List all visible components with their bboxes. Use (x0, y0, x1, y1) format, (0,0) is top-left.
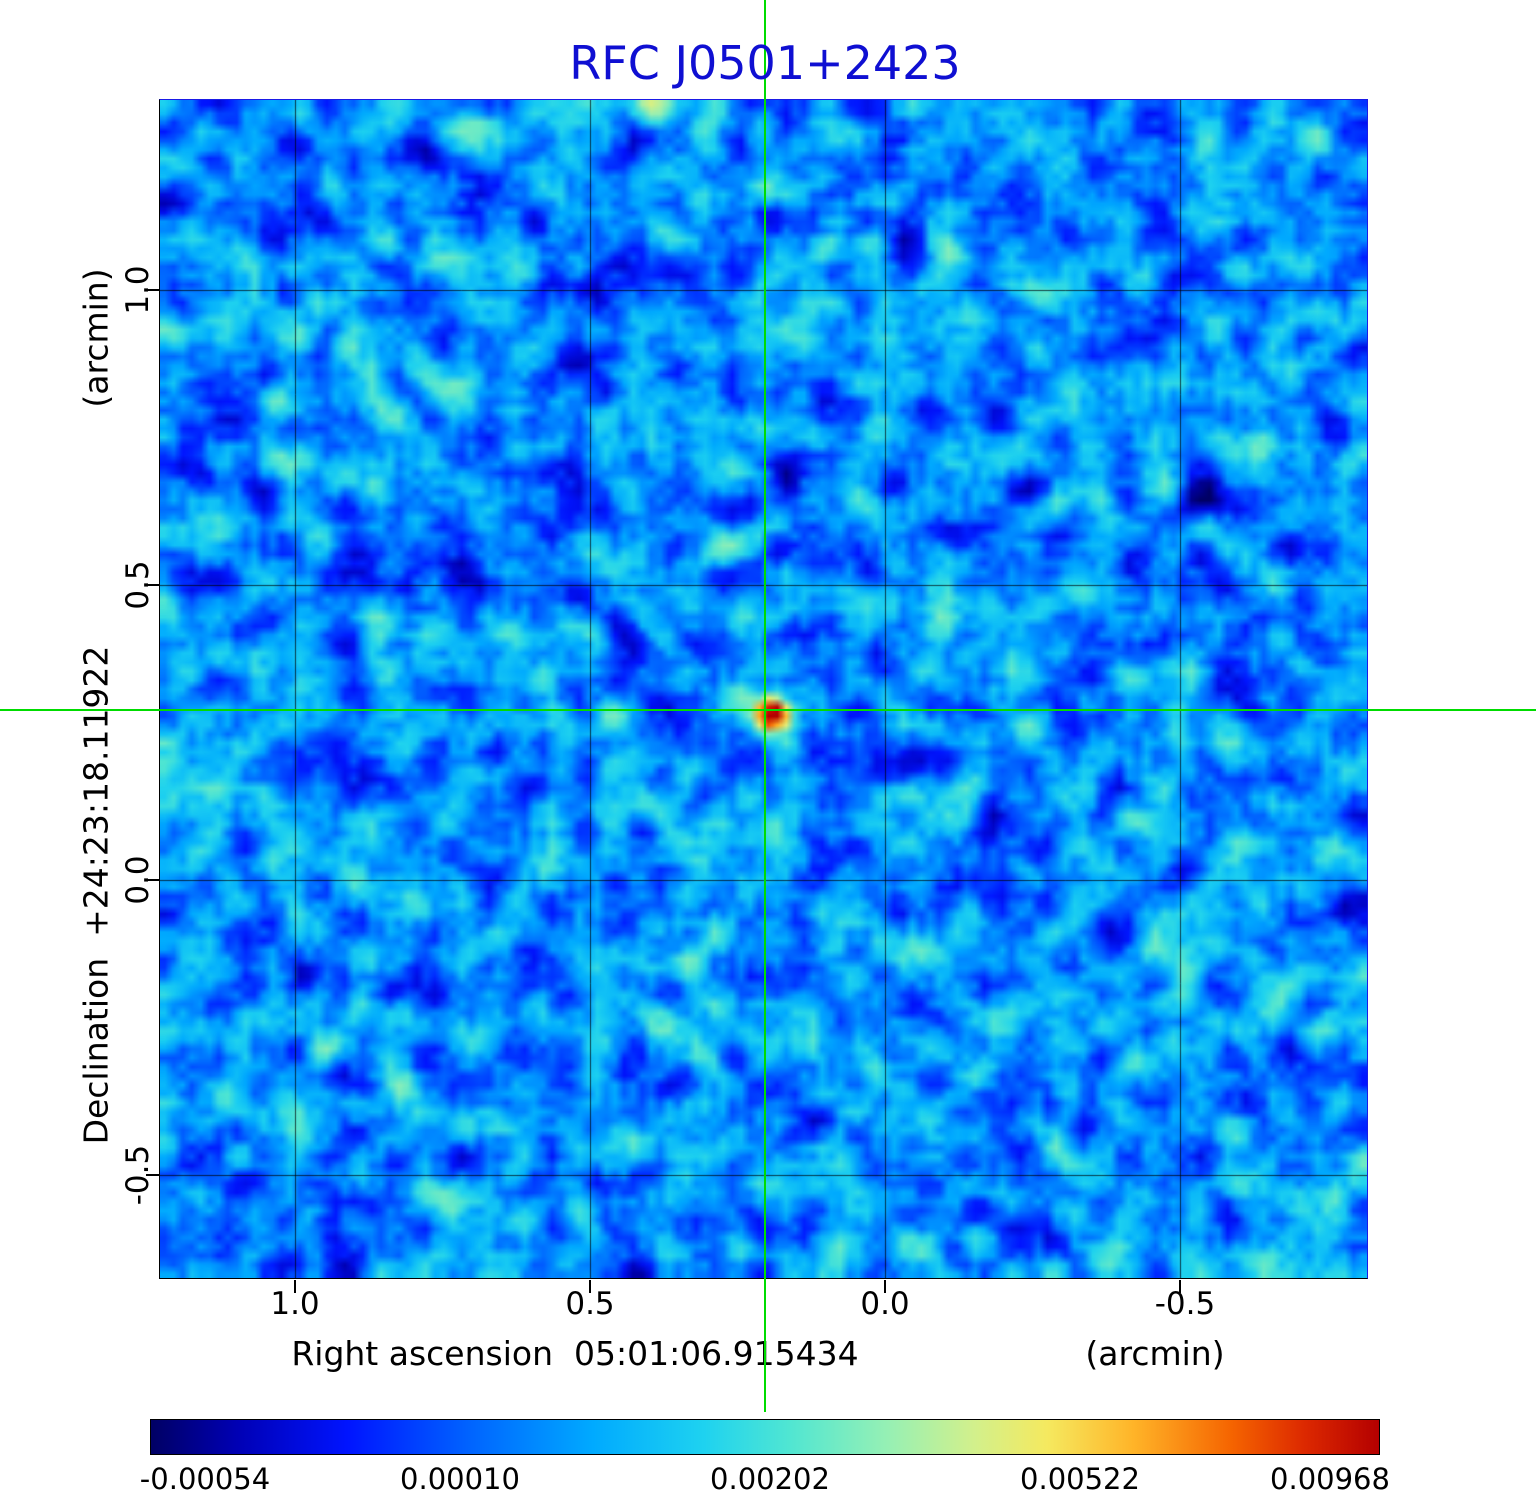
colorbar-tick-label: 0.00522 (1020, 1462, 1140, 1496)
plot-frame (159, 99, 1368, 1279)
x-tick-label: -0.5 (1154, 1286, 1216, 1322)
crosshair-horizontal-line (0, 709, 1536, 711)
x-axis-label: Right ascension 05:01:06.915434 (291, 1334, 859, 1373)
figure-title: RFC J0501+2423 (569, 36, 961, 90)
y-tick-mark (146, 1174, 159, 1176)
x-tick-mark (884, 1280, 886, 1293)
colorbar-tick-label: 0.00202 (710, 1462, 830, 1496)
x-tick-mark (294, 1280, 296, 1293)
sky-map-canvas (160, 100, 1367, 1278)
x-tick-mark (589, 1280, 591, 1293)
y-axis-label: Declination +24:23:18.11922 (76, 645, 116, 1145)
y-tick-mark (146, 879, 159, 881)
crosshair-vertical-line (764, 0, 766, 1412)
colorbar-gradient (150, 1419, 1380, 1455)
y-axis-unit-label: (arcmin) (76, 268, 116, 408)
colorbar-tick-label: 0.00010 (400, 1462, 520, 1496)
x-axis-unit-label: (arcmin) (1085, 1334, 1225, 1373)
y-tick-mark (146, 289, 159, 291)
y-tick-mark (146, 584, 159, 586)
colorbar-tick-label: -0.00054 (139, 1462, 271, 1496)
x-tick-mark (1179, 1280, 1181, 1293)
colorbar-tick-label: 0.00968 (1270, 1462, 1390, 1496)
